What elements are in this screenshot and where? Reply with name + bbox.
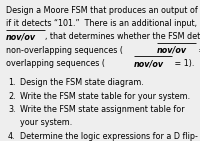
Text: = 1).: = 1). bbox=[172, 59, 195, 68]
Text: nov/ov: nov/ov bbox=[6, 32, 36, 41]
Text: Write the FSM state table for your system.: Write the FSM state table for your syste… bbox=[20, 92, 190, 101]
Text: = 0) or: = 0) or bbox=[196, 46, 200, 55]
Text: non-overlapping sequences (: non-overlapping sequences ( bbox=[6, 46, 123, 55]
Text: if it detects “101.”  There is an additional input,: if it detects “101.” There is an additio… bbox=[6, 19, 197, 28]
Text: 3.: 3. bbox=[8, 105, 16, 114]
Text: Determine the logic expressions for a D flip-: Determine the logic expressions for a D … bbox=[20, 132, 198, 141]
Text: Design a Moore FSM that produces an output of 1: Design a Moore FSM that produces an outp… bbox=[6, 6, 200, 15]
Text: Write the FSM state assignment table for: Write the FSM state assignment table for bbox=[20, 105, 185, 114]
Text: 1.: 1. bbox=[8, 78, 16, 87]
Text: 2.: 2. bbox=[8, 92, 16, 101]
Text: 4.: 4. bbox=[8, 132, 16, 141]
Text: overlapping sequences (: overlapping sequences ( bbox=[6, 59, 105, 68]
Text: , that determines whether the FSM detects: , that determines whether the FSM detect… bbox=[45, 32, 200, 41]
Text: nov/ov: nov/ov bbox=[157, 46, 187, 55]
Text: your system.: your system. bbox=[20, 118, 72, 127]
Text: Design the FSM state diagram.: Design the FSM state diagram. bbox=[20, 78, 144, 87]
Text: nov/ov: nov/ov bbox=[134, 59, 164, 68]
